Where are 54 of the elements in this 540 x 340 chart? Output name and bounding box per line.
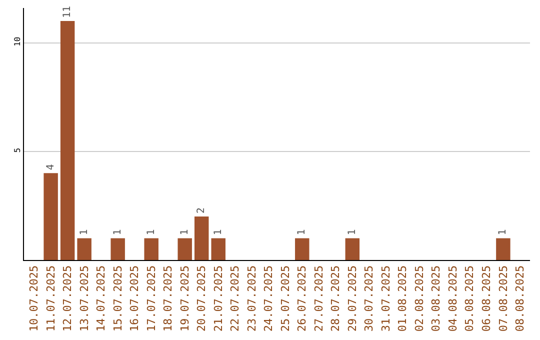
x-tick-label: 22.07.2025 [228,265,242,332]
x-tick-label: 26.07.2025 [296,265,309,332]
data-label: 1 [112,229,124,236]
x-tick-label: 12.07.2025 [61,265,74,332]
bar [211,238,226,260]
x-tick-label: 02.08.2025 [412,265,426,332]
bar [110,238,125,260]
bar [295,238,310,260]
x-tick-label: 30.07.2025 [362,265,376,332]
data-label: 1 [296,229,308,236]
data-label: 1 [346,229,358,236]
data-label: 2 [196,208,208,214]
x-tick-label: 23.07.2025 [245,265,258,332]
bar [60,21,75,260]
data-label: 1 [179,229,190,236]
x-tick-label: 21.07.2025 [212,265,225,332]
x-tick-label: 05.08.2025 [463,265,476,332]
x-tick-label: 17.07.2025 [144,265,158,332]
bar [144,238,158,260]
data-label: 1 [78,229,90,236]
data-label: 11 [62,6,74,18]
bar [44,173,58,260]
x-tick-label: 16.07.2025 [128,265,142,332]
bar [496,238,510,260]
y-tick-label: 5 [12,148,22,153]
x-tick-label: 03.08.2025 [430,265,443,332]
x-tick-label: 13.07.2025 [78,265,91,332]
x-tick-label: 10.07.2025 [28,265,41,332]
x-tick-label: 15.07.2025 [111,265,124,332]
x-tick-label: 20.07.2025 [195,265,208,332]
x-tick-label: 07.08.2025 [496,265,510,332]
x-tick-label: 11.07.2025 [44,265,58,332]
x-tick-label: 25.07.2025 [278,265,292,332]
bar [178,238,192,260]
bar [194,216,209,260]
x-tick-label: 14.07.2025 [94,265,108,332]
x-tick-label: 24.07.2025 [262,265,276,332]
x-tick-label: 19.07.2025 [178,265,192,332]
x-tick-label: 04.08.2025 [446,265,460,332]
x-tick-label: 06.08.2025 [480,265,494,332]
bar [345,238,360,260]
x-tick-label: 08.08.2025 [514,265,527,332]
x-tick-label: 31.07.2025 [379,265,392,332]
x-tick-label: 27.07.2025 [312,265,326,332]
data-label: 1 [212,229,224,236]
y-tick-label: 10 [12,36,22,46]
data-label: 4 [45,164,56,170]
x-tick-label: 28.07.2025 [329,265,342,332]
x-tick-label: 18.07.2025 [162,265,175,332]
data-label: 1 [498,229,509,236]
data-label: 1 [146,229,157,236]
x-tick-label: 29.07.2025 [346,265,359,332]
x-tick-label: 01.08.2025 [396,265,410,332]
bar [77,238,92,260]
